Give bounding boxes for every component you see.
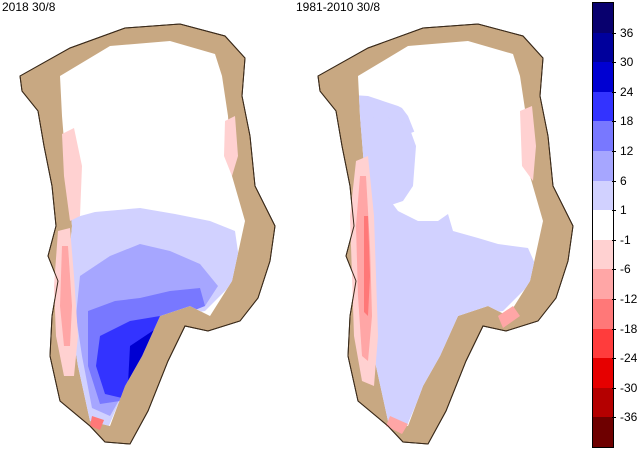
colorbar-label: 30 xyxy=(620,55,634,70)
colorbar-label: -12 xyxy=(620,292,638,306)
colorbar-bin xyxy=(593,180,613,211)
colorbar-bin xyxy=(593,210,613,241)
colorbar-bin xyxy=(593,91,613,122)
margin-strip-southeast xyxy=(498,306,520,328)
colorbar-bin xyxy=(593,358,613,389)
colorbar-tick xyxy=(612,387,616,389)
land-rim-outline xyxy=(317,23,574,445)
map-1981-2010 xyxy=(317,23,574,445)
colorbar-tick xyxy=(612,151,616,152)
colorbar-label: -24 xyxy=(620,351,638,366)
colorbar-label: -36 xyxy=(620,410,638,425)
colorbar-label: 1 xyxy=(620,203,627,218)
dry-zone-north xyxy=(383,61,528,234)
colorbar xyxy=(592,2,614,448)
colorbar-tick xyxy=(612,299,616,300)
colorbar-tick xyxy=(612,417,616,419)
colorbar-tick xyxy=(612,328,616,330)
margin-strip-west-3 xyxy=(364,216,370,316)
colorbar-tick xyxy=(612,269,616,271)
colorbar-bin xyxy=(593,3,613,34)
colorbar-bin xyxy=(593,62,613,93)
colorbar-tick xyxy=(612,180,616,182)
colorbar-bin xyxy=(593,269,613,300)
margin-strip-east xyxy=(224,116,238,176)
colorbar-bin xyxy=(593,32,613,63)
colorbar-label: 36 xyxy=(620,25,634,40)
colorbar-tick xyxy=(612,239,616,241)
colorbar-label: 12 xyxy=(620,144,634,158)
colorbar-label: 18 xyxy=(620,114,634,129)
colorbar-label: -1 xyxy=(620,232,631,247)
colorbar-bin xyxy=(593,417,613,448)
colorbar-label: -18 xyxy=(620,321,638,336)
melt-zone-1-west xyxy=(358,116,416,206)
colorbar-tick xyxy=(612,358,616,360)
land-rim-outline xyxy=(19,23,276,445)
margin-strip-south xyxy=(90,416,104,430)
margin-strip-south xyxy=(386,416,408,434)
melt-zone-1 xyxy=(358,94,536,426)
colorbar-label: -6 xyxy=(620,262,631,277)
colorbar-bin xyxy=(593,387,613,418)
colorbar-bin xyxy=(593,328,613,359)
map-title-2018: 2018 30/8 xyxy=(2,0,56,14)
colorbar-tick xyxy=(612,62,616,64)
colorbar-tick xyxy=(612,210,616,212)
colorbar-bin xyxy=(593,151,613,182)
margin-strip-east xyxy=(520,106,536,181)
colorbar-label: 24 xyxy=(620,84,634,99)
colorbar-tick xyxy=(612,32,616,34)
colorbar-bin xyxy=(593,121,613,152)
colorbar-bin xyxy=(593,239,613,270)
map-2018 xyxy=(19,23,276,445)
map-title-1981-2010: 1981-2010 30/8 xyxy=(296,0,381,14)
colorbar-tick xyxy=(612,91,616,93)
margin-strip-northwest xyxy=(62,128,82,221)
colorbar-label: -30 xyxy=(620,380,638,395)
margin-strip-west-2 xyxy=(60,246,72,346)
colorbar-bin xyxy=(593,299,613,330)
colorbar-tick xyxy=(612,121,616,123)
colorbar-label: 6 xyxy=(620,173,627,188)
